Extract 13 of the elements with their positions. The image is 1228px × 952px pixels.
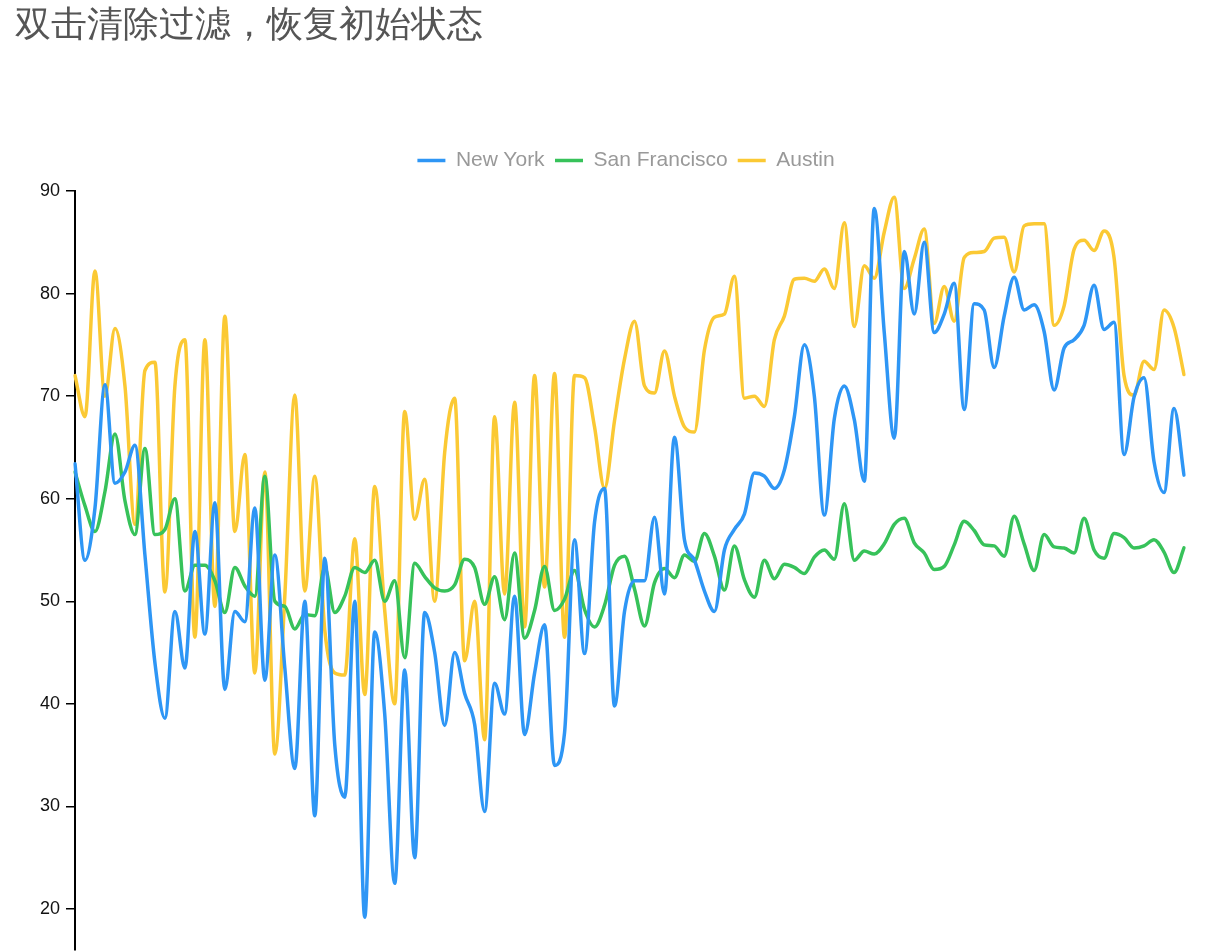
line-series xyxy=(73,206,1186,919)
legend-label: New York xyxy=(455,147,546,171)
chart-title: 双击清除过滤，恢复初始状态 xyxy=(15,2,483,46)
y-tick-label: 80 xyxy=(39,282,60,303)
y-tick-label: 50 xyxy=(39,590,60,611)
y-tick-label: 20 xyxy=(39,897,60,918)
y-tick-label: 90 xyxy=(39,179,60,200)
y-tick-label: 30 xyxy=(39,795,60,816)
y-tick-label: 60 xyxy=(39,487,60,508)
legend-label: Austin xyxy=(776,147,835,171)
legend-label: San Francisco xyxy=(593,147,728,171)
y-tick-label: 40 xyxy=(39,692,60,713)
y-tick-label: 70 xyxy=(39,385,60,406)
